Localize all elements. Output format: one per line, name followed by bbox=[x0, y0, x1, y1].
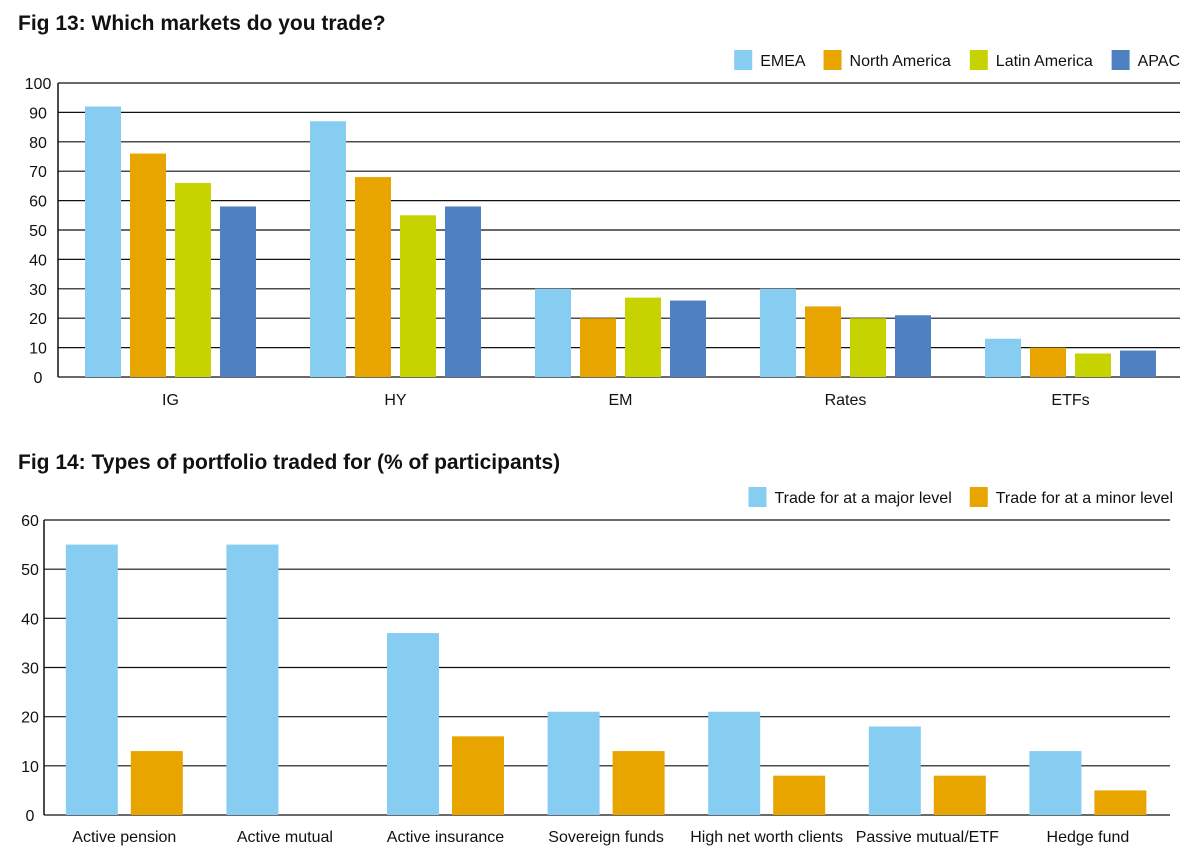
bar-hedge-fund-trade-for-at-a-minor-level bbox=[1094, 790, 1147, 815]
x-tick-label: EM bbox=[609, 392, 633, 409]
y-tick-label: 10 bbox=[29, 341, 47, 358]
y-tick-labels: 0 10 20 30 40 50 60 bbox=[21, 513, 39, 825]
bars bbox=[85, 106, 1156, 378]
y-tick-labels: 0 10 20 30 40 50 60 70 80 90 100 bbox=[25, 76, 52, 387]
legend-swatch-trade-for-at-a-major-level bbox=[748, 487, 767, 507]
legend: EMEA North America Latin America APAC bbox=[734, 50, 1180, 70]
y-tick-label: 60 bbox=[21, 513, 39, 530]
bar-ig-apac bbox=[220, 206, 256, 377]
bars bbox=[65, 544, 1147, 815]
y-tick-label: 70 bbox=[29, 164, 47, 181]
legend-swatch-north-america bbox=[823, 50, 842, 70]
bar-high-net-worth-clients-trade-for-at-a-major-level bbox=[708, 711, 761, 815]
bar-hy-emea bbox=[310, 121, 346, 377]
legend-label-north-america: North America bbox=[850, 53, 951, 70]
bar-active-insurance-trade-for-at-a-major-level bbox=[387, 633, 439, 815]
x-tick-label: Active pension bbox=[72, 829, 176, 846]
y-tick-label: 80 bbox=[29, 135, 47, 152]
x-tick-label: Rates bbox=[825, 392, 867, 409]
x-tick-label: Hedge fund bbox=[1047, 829, 1130, 846]
x-tick-labels: IG HY EM Rates ETFs bbox=[162, 392, 1090, 409]
bar-rates-apac bbox=[895, 315, 931, 377]
bar-rates-emea bbox=[760, 288, 796, 377]
chart-title: Fig 14: Types of portfolio traded for (%… bbox=[18, 451, 560, 474]
bar-etfs-emea bbox=[985, 338, 1021, 377]
legend-swatch-emea bbox=[734, 50, 753, 70]
bar-ig-emea bbox=[85, 106, 121, 378]
legend-swatch-trade-for-at-a-minor-level bbox=[969, 487, 988, 507]
y-tick-label: 100 bbox=[25, 76, 52, 93]
bar-em-emea bbox=[535, 288, 571, 377]
bar-em-latin-america bbox=[625, 297, 661, 377]
x-tick-label: HY bbox=[384, 392, 407, 409]
legend-label-trade-for-at-a-minor-level: Trade for at a minor level bbox=[996, 490, 1173, 507]
y-tick-label: 10 bbox=[21, 759, 39, 776]
bar-hy-latin-america bbox=[400, 215, 436, 377]
bar-sovereign-funds-trade-for-at-a-minor-level bbox=[612, 751, 665, 815]
legend-label-latin-america: Latin America bbox=[996, 53, 1093, 70]
bar-etfs-latin-america bbox=[1075, 353, 1111, 377]
y-tick-label: 60 bbox=[29, 194, 47, 211]
chart-fig13: Fig 13: Which markets do you trade? 0 10 2… bbox=[18, 12, 1180, 409]
y-tick-label: 20 bbox=[21, 710, 39, 727]
bar-hedge-fund-trade-for-at-a-major-level bbox=[1029, 751, 1082, 815]
bar-rates-north-america bbox=[805, 306, 841, 377]
y-tick-label: 50 bbox=[21, 562, 39, 579]
bar-rates-latin-america bbox=[850, 318, 886, 377]
bar-etfs-north-america bbox=[1030, 347, 1066, 377]
y-tick-label: 30 bbox=[21, 661, 39, 678]
y-tick-label: 50 bbox=[29, 223, 47, 240]
y-tick-label: 90 bbox=[29, 105, 47, 122]
bar-high-net-worth-clients-trade-for-at-a-minor-level bbox=[773, 775, 826, 815]
x-tick-label: Active insurance bbox=[387, 829, 504, 846]
legend: Trade for at a major level Trade for at a… bbox=[748, 487, 1173, 507]
x-tick-label: Sovereign funds bbox=[548, 829, 664, 846]
y-tick-label: 40 bbox=[29, 252, 47, 269]
gridlines bbox=[43, 519, 1170, 816]
x-tick-label: IG bbox=[162, 392, 179, 409]
legend-label-trade-for-at-a-major-level: Trade for at a major level bbox=[774, 490, 951, 507]
y-tick-label: 30 bbox=[29, 282, 47, 299]
legend-label-emea: EMEA bbox=[760, 53, 806, 70]
y-tick-label: 0 bbox=[34, 370, 43, 387]
bar-ig-latin-america bbox=[175, 182, 211, 377]
legend-swatch-latin-america bbox=[969, 50, 988, 70]
bar-hy-apac bbox=[445, 206, 481, 377]
chart-fig14: Fig 14: Types of portfolio traded for (%… bbox=[18, 451, 1173, 846]
x-tick-label: Active mutual bbox=[237, 829, 333, 846]
legend-label-apac: APAC bbox=[1138, 53, 1180, 70]
bar-em-apac bbox=[670, 300, 706, 377]
y-tick-label: 40 bbox=[21, 611, 39, 628]
bar-passive-mutual-etf-trade-for-at-a-minor-level bbox=[933, 775, 986, 815]
x-tick-label: High net worth clients bbox=[690, 829, 843, 846]
chart-title: Fig 13: Which markets do you trade? bbox=[18, 12, 386, 35]
y-tick-label: 20 bbox=[29, 311, 47, 328]
y-tick-label: 0 bbox=[26, 808, 35, 825]
bar-active-pension-trade-for-at-a-minor-level bbox=[130, 751, 183, 815]
bar-passive-mutual-etf-trade-for-at-a-major-level bbox=[868, 726, 921, 815]
bar-em-north-america bbox=[580, 318, 616, 377]
legend-swatch-apac bbox=[1111, 50, 1130, 70]
bar-hy-north-america bbox=[355, 177, 391, 377]
bar-active-mutual-trade-for-at-a-major-level bbox=[226, 544, 279, 815]
bar-active-pension-trade-for-at-a-major-level bbox=[65, 544, 118, 815]
x-tick-label: ETFs bbox=[1051, 392, 1089, 409]
bar-active-insurance-trade-for-at-a-minor-level bbox=[452, 736, 504, 815]
x-tick-labels: Active pension Active mutual Active insura… bbox=[72, 829, 1129, 846]
bar-etfs-apac bbox=[1120, 350, 1156, 377]
bar-ig-north-america bbox=[130, 153, 166, 377]
bar-sovereign-funds-trade-for-at-a-major-level bbox=[547, 711, 600, 815]
x-tick-label: Passive mutual/ETF bbox=[856, 829, 999, 846]
